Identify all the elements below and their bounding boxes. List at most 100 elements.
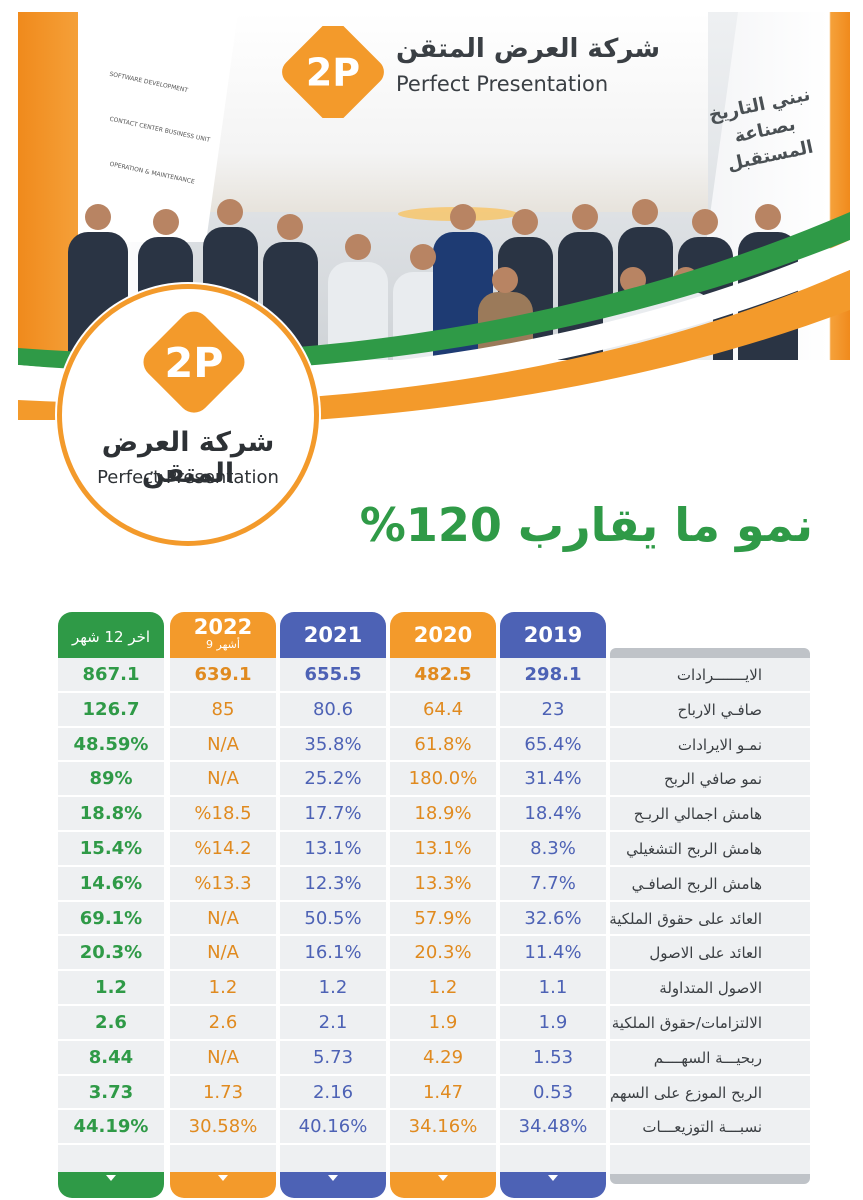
row-label: الاصول المتداولة xyxy=(610,971,810,1006)
table-cell: %18.5 xyxy=(170,797,276,832)
table-cell: 57.9% xyxy=(390,902,496,937)
row-label: الربح الموزع على السهم xyxy=(610,1076,810,1111)
table-cell: 482.5 xyxy=(390,658,496,693)
column-y2022: 2022 9 أشهر 639.1 85 N/A N/A %18.5 %14.2 %13.3 N/… xyxy=(170,612,276,1198)
table-cell: N/A xyxy=(170,902,276,937)
table-cell: 85 xyxy=(170,693,276,728)
column-cells: 482.5 64.4 61.8% 180.0% 18.9% 13.1% 13.3% 57.9%… xyxy=(390,658,496,1172)
column-cells: 298.1 23 65.4% 31.4% 18.4% 8.3% 7.7% 32.6% 11.4%… xyxy=(500,658,606,1172)
table-cell: 18.4% xyxy=(500,797,606,832)
table-cell: 13.3% xyxy=(390,867,496,902)
table-cell: 13.1% xyxy=(390,832,496,867)
column-footer xyxy=(280,1172,386,1198)
table-cell: 180.0% xyxy=(390,762,496,798)
table-cell: 23 xyxy=(500,693,606,728)
column-header: 2022 9 أشهر xyxy=(170,612,276,658)
column-footer xyxy=(58,1172,164,1198)
caret-down-icon xyxy=(328,1175,338,1181)
table-cell: 2.16 xyxy=(280,1076,386,1111)
brand-logo-icon: 2P xyxy=(282,26,384,118)
table-cell: 2.1 xyxy=(280,1006,386,1041)
table-cell: 80.6 xyxy=(280,693,386,728)
column-cells: 639.1 85 N/A N/A %18.5 %14.2 %13.3 N/A N/A 1.2 2.6… xyxy=(170,658,276,1172)
column-ttm: اخر 12 شهر 867.1 126.7 48.59% 89% 18.8% 15.4% 1… xyxy=(58,612,164,1198)
table-cell: 1.53 xyxy=(500,1041,606,1076)
svg-text:2P: 2P xyxy=(306,50,360,94)
table-cell: 17.7% xyxy=(280,797,386,832)
row-label: نسبـــة التوزيعـــات xyxy=(610,1110,810,1146)
table-cell: %13.3 xyxy=(170,867,276,902)
row-label: هامش الربح الصافـي xyxy=(610,867,810,902)
column-y2021: 2021 655.5 80.6 35.8% 25.2% 17.7% 13.1% 12.3% 50… xyxy=(280,612,386,1198)
table-cell: 48.59% xyxy=(58,728,164,763)
table-cell: 20.3% xyxy=(58,936,164,972)
financial-table: الايـــــــرادات صافـي الارباح نمـو الايرا… xyxy=(58,612,810,1198)
table-cell: 8.3% xyxy=(500,832,606,867)
caret-down-icon xyxy=(548,1175,558,1181)
table-cell: 40.16% xyxy=(280,1110,386,1146)
caret-down-icon xyxy=(218,1175,228,1181)
table-cell: 5.73 xyxy=(280,1041,386,1076)
booth-ceiling xyxy=(208,12,708,212)
table-cell: 1.9 xyxy=(500,1006,606,1041)
row-label: هامش اجمالي الربـح xyxy=(610,797,810,832)
column-header: 2020 xyxy=(390,612,496,658)
table-cell: 1.1 xyxy=(500,971,606,1006)
table-cell: 64.4 xyxy=(390,693,496,728)
table-cell: 65.4% xyxy=(500,728,606,763)
table-cell: 12.3% xyxy=(280,867,386,902)
row-label: العائد على حقوق الملكية xyxy=(609,902,810,937)
table-cell: 31.4% xyxy=(500,762,606,798)
row-label: ربحيـــة السهــــم xyxy=(610,1041,810,1076)
table-cell: 655.5 xyxy=(280,658,386,693)
column-footer xyxy=(500,1172,606,1198)
row-label: نمـو الايرادات xyxy=(610,728,810,763)
table-cell: 2.6 xyxy=(58,1006,164,1041)
table-cell: 34.16% xyxy=(390,1110,496,1146)
table-cell: 16.1% xyxy=(280,936,386,972)
table-cell: 89% xyxy=(58,762,164,798)
table-cell: 639.1 xyxy=(170,658,276,693)
table-cell: 7.7% xyxy=(500,867,606,902)
table-cell: 8.44 xyxy=(58,1041,164,1076)
table-cell: 1.73 xyxy=(170,1076,276,1111)
table-cell: 18.8% xyxy=(58,797,164,832)
row-label: هامش الربح التشغيلي xyxy=(610,832,810,867)
table-cell: 1.2 xyxy=(390,971,496,1006)
table-cell: 13.1% xyxy=(280,832,386,867)
column-header: 2019 xyxy=(500,612,606,658)
brand-name-en: Perfect Presentation xyxy=(97,467,279,488)
table-cell: 11.4% xyxy=(500,936,606,972)
row-label: صافـي الارباح xyxy=(610,693,810,728)
brand-logo-icon: 2P xyxy=(143,311,245,413)
table-cell: 50.5% xyxy=(280,902,386,937)
table-cell: 32.6% xyxy=(500,902,606,937)
table-cell: 3.73 xyxy=(58,1076,164,1111)
growth-headline: نمو ما يقارب 120% xyxy=(359,498,813,552)
svg-text:2P: 2P xyxy=(164,339,223,387)
table-cell: 61.8% xyxy=(390,728,496,763)
row-labels-column: الايـــــــرادات صافـي الارباح نمـو الايرا… xyxy=(609,648,810,1184)
row-label: الالتزامات/حقوق الملكية xyxy=(610,1006,810,1041)
table-cell: 1.2 xyxy=(58,971,164,1006)
table-cell: 15.4% xyxy=(58,832,164,867)
table-cell: N/A xyxy=(170,936,276,972)
table-cell: 35.8% xyxy=(280,728,386,763)
column-cells: 867.1 126.7 48.59% 89% 18.8% 15.4% 14.6% 69.1% 2… xyxy=(58,658,164,1172)
table-cell: 0.53 xyxy=(500,1076,606,1111)
booth-left-wall xyxy=(78,12,238,242)
row-label: نمو صافي الربح xyxy=(610,762,810,798)
table-cell: 1.9 xyxy=(390,1006,496,1041)
table-cell: 126.7 xyxy=(58,693,164,728)
brand-name-ar: شركة العرض المتقن xyxy=(101,427,275,489)
column-y2020: 2020 482.5 64.4 61.8% 180.0% 18.9% 13.1% 13.3% 5… xyxy=(390,612,496,1198)
column-header-label: 2020 xyxy=(413,623,473,647)
table-cell: 30.58% xyxy=(170,1110,276,1146)
table-cell: N/A xyxy=(170,728,276,763)
caret-down-icon xyxy=(438,1175,448,1181)
table-cell: 2.6 xyxy=(170,1006,276,1041)
column-y2019: 2019 298.1 23 65.4% 31.4% 18.4% 8.3% 7.7% 32.6% 1… xyxy=(500,612,606,1198)
booth-brand-name-ar: شركة العرض المتقن xyxy=(396,34,661,64)
table-cell: 20.3% xyxy=(390,936,496,972)
table-cell: 4.29 xyxy=(390,1041,496,1076)
